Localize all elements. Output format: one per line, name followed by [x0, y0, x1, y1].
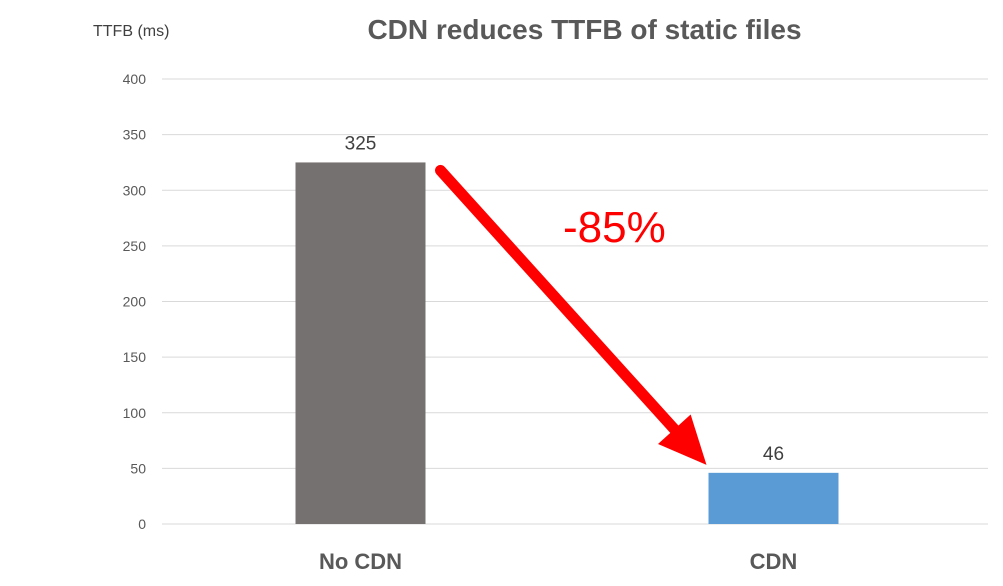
y-tick-label: 100: [123, 405, 147, 421]
y-tick-label: 50: [130, 460, 146, 476]
y-tick-label: 150: [123, 349, 147, 365]
y-tick-label: 250: [123, 238, 147, 254]
arrow-shaft: [435, 164, 680, 435]
y-tick-label: 200: [123, 294, 147, 310]
chart-title: CDN reduces TTFB of static files: [367, 14, 802, 45]
bar: [295, 162, 426, 524]
y-tick-label: 350: [123, 127, 147, 143]
data-label: 325: [345, 133, 377, 154]
bar: [708, 472, 839, 524]
y-axis-label: TTFB (ms): [93, 23, 170, 40]
reduction-annotation: -85%: [563, 203, 666, 252]
y-tick-label: 0: [138, 516, 146, 532]
x-tick-label: No CDN: [319, 549, 402, 574]
y-tick-label: 300: [123, 182, 147, 198]
arrow-head: [657, 414, 707, 465]
y-tick-label: 400: [123, 71, 147, 87]
data-label: 46: [763, 444, 784, 465]
x-tick-label: CDN: [750, 549, 798, 574]
